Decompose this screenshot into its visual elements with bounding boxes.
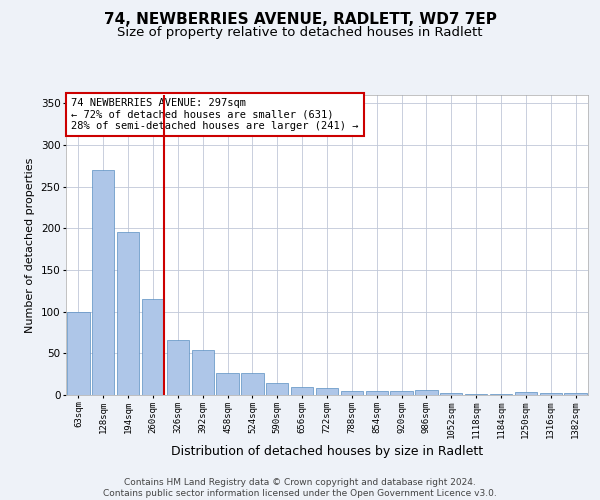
Bar xyxy=(266,382,289,395)
Bar xyxy=(167,340,189,395)
Bar xyxy=(291,386,313,395)
Bar xyxy=(92,170,115,395)
Bar xyxy=(217,372,239,395)
Bar xyxy=(142,299,164,395)
Bar xyxy=(440,394,463,395)
Text: Size of property relative to detached houses in Radlett: Size of property relative to detached ho… xyxy=(117,26,483,39)
Bar xyxy=(241,372,263,395)
Bar xyxy=(415,390,437,395)
Text: 74 NEWBERRIES AVENUE: 297sqm
← 72% of detached houses are smaller (631)
28% of s: 74 NEWBERRIES AVENUE: 297sqm ← 72% of de… xyxy=(71,98,359,131)
Bar xyxy=(67,312,89,395)
Y-axis label: Number of detached properties: Number of detached properties xyxy=(25,158,35,332)
Bar xyxy=(391,391,413,395)
Bar xyxy=(515,392,537,395)
Bar xyxy=(539,392,562,395)
Bar xyxy=(490,394,512,395)
Bar xyxy=(316,388,338,395)
Bar xyxy=(465,394,487,395)
Bar xyxy=(565,394,587,395)
Text: Contains HM Land Registry data © Crown copyright and database right 2024.
Contai: Contains HM Land Registry data © Crown c… xyxy=(103,478,497,498)
Bar xyxy=(191,350,214,395)
Bar xyxy=(117,232,139,395)
X-axis label: Distribution of detached houses by size in Radlett: Distribution of detached houses by size … xyxy=(171,445,483,458)
Bar xyxy=(341,391,363,395)
Text: 74, NEWBERRIES AVENUE, RADLETT, WD7 7EP: 74, NEWBERRIES AVENUE, RADLETT, WD7 7EP xyxy=(104,12,496,28)
Bar xyxy=(365,391,388,395)
